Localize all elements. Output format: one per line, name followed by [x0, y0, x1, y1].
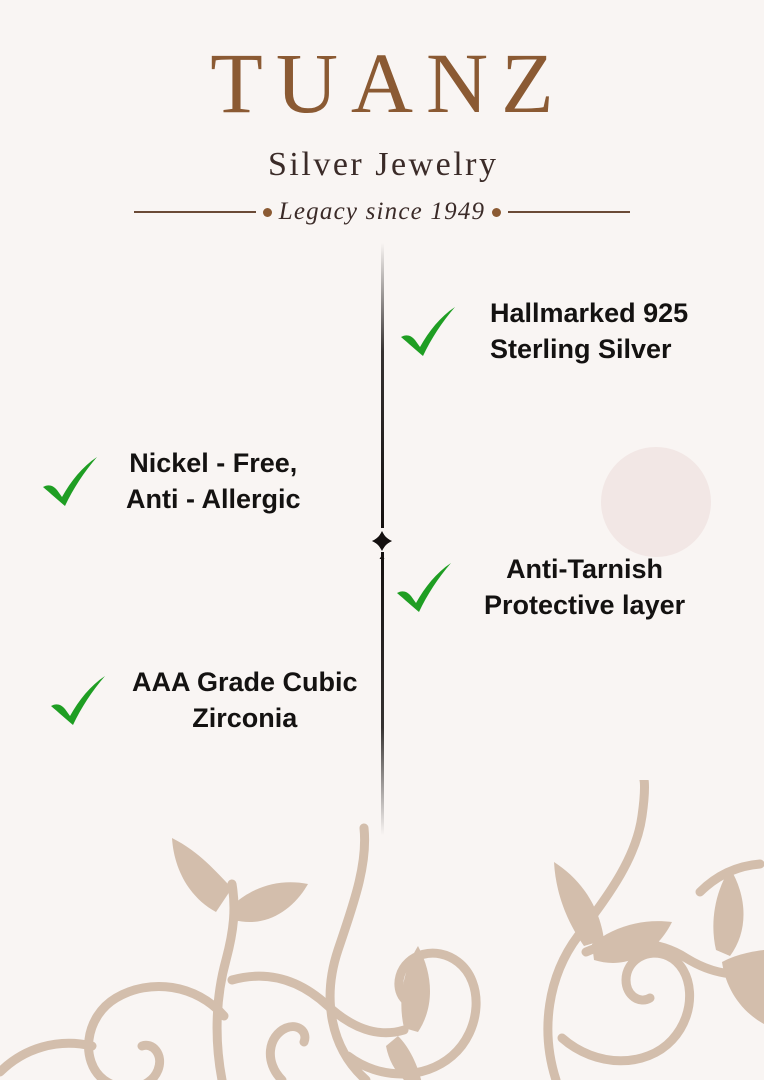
quatrefoil-diamond-icon: [372, 531, 392, 559]
feature-item-anti-tarnish-protective-layer: Anti-Tarnish Protective layer: [394, 552, 685, 624]
green-check-icon: [397, 562, 451, 612]
feature-label: Anti-Tarnish Protective layer: [484, 554, 686, 620]
legacy-row: Legacy since 1949: [0, 198, 764, 226]
vertical-divider-top: [381, 243, 384, 528]
feature-label: AAA Grade Cubic Zirconia: [132, 667, 358, 733]
green-check-icon: [51, 675, 105, 725]
accent-circle: [601, 447, 711, 557]
feature-label: Nickel - Free, Anti - Allergic: [126, 448, 301, 514]
feature-label: Hallmarked 925 Sterling Silver: [490, 298, 689, 364]
floral-vine-icon: [0, 780, 764, 1080]
brand-header: TUANZ Silver Jewelry Legacy since 1949: [0, 0, 764, 226]
legacy-rule-right: [508, 211, 631, 213]
legacy-text: Legacy since 1949: [278, 198, 486, 225]
brand-name: TUANZ: [210, 35, 567, 131]
vertical-divider-bottom: [381, 552, 384, 835]
legacy-dot-right-icon: [492, 207, 502, 217]
green-check-icon: [43, 456, 97, 506]
feature-item-hallmarked-sterling-silver: Hallmarked 925 Sterling Silver: [398, 296, 688, 368]
brand-tagline: Silver Jewelry: [268, 146, 499, 183]
feature-item-aaa-grade-cubic-zirconia: AAA Grade Cubic Zirconia: [48, 665, 358, 737]
legacy-rule-left: [133, 211, 256, 213]
green-check-icon: [401, 306, 455, 356]
legacy-dot-left-icon: [262, 207, 272, 217]
feature-item-nickel-free-anti-allergic: Nickel - Free, Anti - Allergic: [40, 446, 301, 518]
